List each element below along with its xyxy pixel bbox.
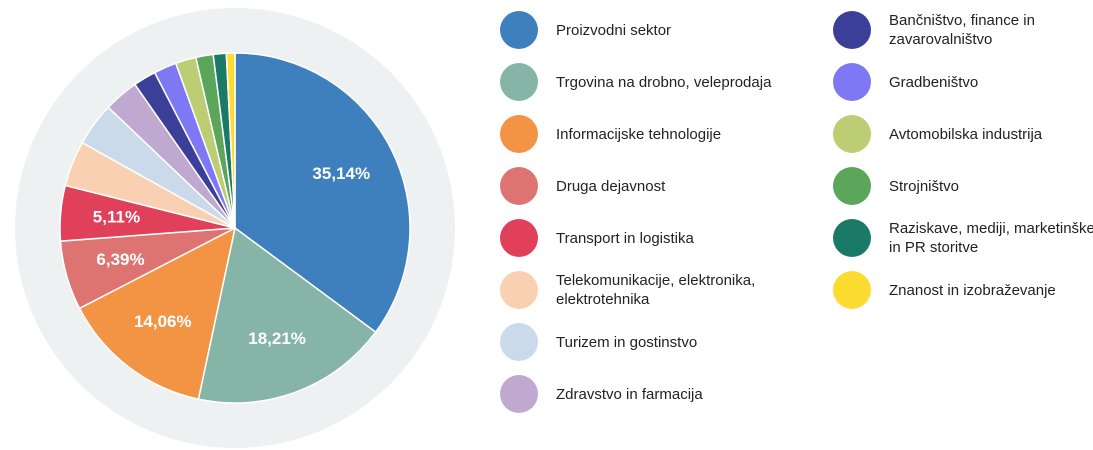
legend-label: Zdravstvo in farmacija bbox=[556, 385, 703, 403]
legend-swatch bbox=[500, 271, 538, 309]
legend-item: Proizvodni sektor bbox=[500, 11, 796, 49]
data-label: 14,06% bbox=[134, 312, 192, 331]
legend-item: Gradbeništvo bbox=[833, 63, 1093, 101]
legend-label: Trgovina na drobno, veleprodaja bbox=[556, 73, 772, 91]
legend-label: Bančništvo, finance in zavarovalništvo bbox=[889, 12, 1035, 48]
legend-item: Transport in logistika bbox=[500, 219, 796, 257]
legend-label: Strojništvo bbox=[889, 177, 960, 195]
legend-swatch bbox=[500, 11, 538, 49]
legend-item: Telekomunikacije, elektronika, elektrote… bbox=[500, 271, 796, 309]
legend-swatch bbox=[833, 115, 871, 153]
legend-label: Telekomunikacije, elektronika, elektrote… bbox=[556, 272, 756, 308]
legend-item: Turizem in gostinstvo bbox=[500, 323, 796, 361]
data-label: 5,11% bbox=[93, 207, 140, 226]
pie-chart: 35,14% 18,21% 14,06% 6,39% 5,11% bbox=[15, 8, 455, 448]
legend-item: Znanost in izobraževanje bbox=[833, 271, 1093, 309]
legend-label: Gradbeništvo bbox=[889, 73, 979, 91]
legend-label: Transport in logistika bbox=[556, 229, 694, 247]
legend-label: Proizvodni sektor bbox=[556, 21, 672, 39]
legend-item: Druga dejavnost bbox=[500, 167, 796, 205]
legend-swatch bbox=[500, 323, 538, 361]
pie-slice bbox=[197, 226, 377, 404]
legend-swatch bbox=[833, 271, 871, 309]
legend-label: Raziskave, mediji, marketinške in PR sto… bbox=[889, 220, 1093, 256]
pie-slice bbox=[234, 52, 411, 334]
legend-swatch bbox=[500, 167, 538, 205]
legend-item: Zdravstvo in farmacija bbox=[500, 375, 796, 413]
legend-label: Druga dejavnost bbox=[556, 177, 666, 195]
legend-item: Raziskave, mediji, marketinške in PR sto… bbox=[833, 219, 1093, 257]
legend-swatch bbox=[500, 375, 538, 413]
pie-slice bbox=[78, 226, 237, 401]
legend-item: Avtomobilska industrija bbox=[833, 115, 1093, 153]
legend-label: Znanost in izobraževanje bbox=[889, 281, 1056, 299]
legend-label: Informacijske tehnologije bbox=[556, 125, 722, 143]
data-label: 18,21% bbox=[248, 329, 306, 348]
legend-swatch bbox=[500, 115, 538, 153]
legend-swatch bbox=[500, 219, 538, 257]
legend-swatch bbox=[833, 167, 871, 205]
legend-item: Bančništvo, finance in zavarovalništvo bbox=[833, 11, 1093, 49]
legend-item: Informacijske tehnologije bbox=[500, 115, 796, 153]
legend-swatch bbox=[500, 63, 538, 101]
data-label: 6,39% bbox=[96, 250, 144, 269]
pie-slice bbox=[225, 52, 236, 229]
legend-swatch bbox=[833, 11, 871, 49]
legend-swatch bbox=[833, 63, 871, 101]
legend-label: Avtomobilska industrija bbox=[889, 125, 1043, 143]
legend-swatch bbox=[833, 219, 871, 257]
data-label: 35,14% bbox=[312, 164, 370, 183]
legend-item: Trgovina na drobno, veleprodaja bbox=[500, 63, 796, 101]
legend-label: Turizem in gostinstvo bbox=[556, 333, 698, 351]
legend-item: Strojništvo bbox=[833, 167, 1093, 205]
